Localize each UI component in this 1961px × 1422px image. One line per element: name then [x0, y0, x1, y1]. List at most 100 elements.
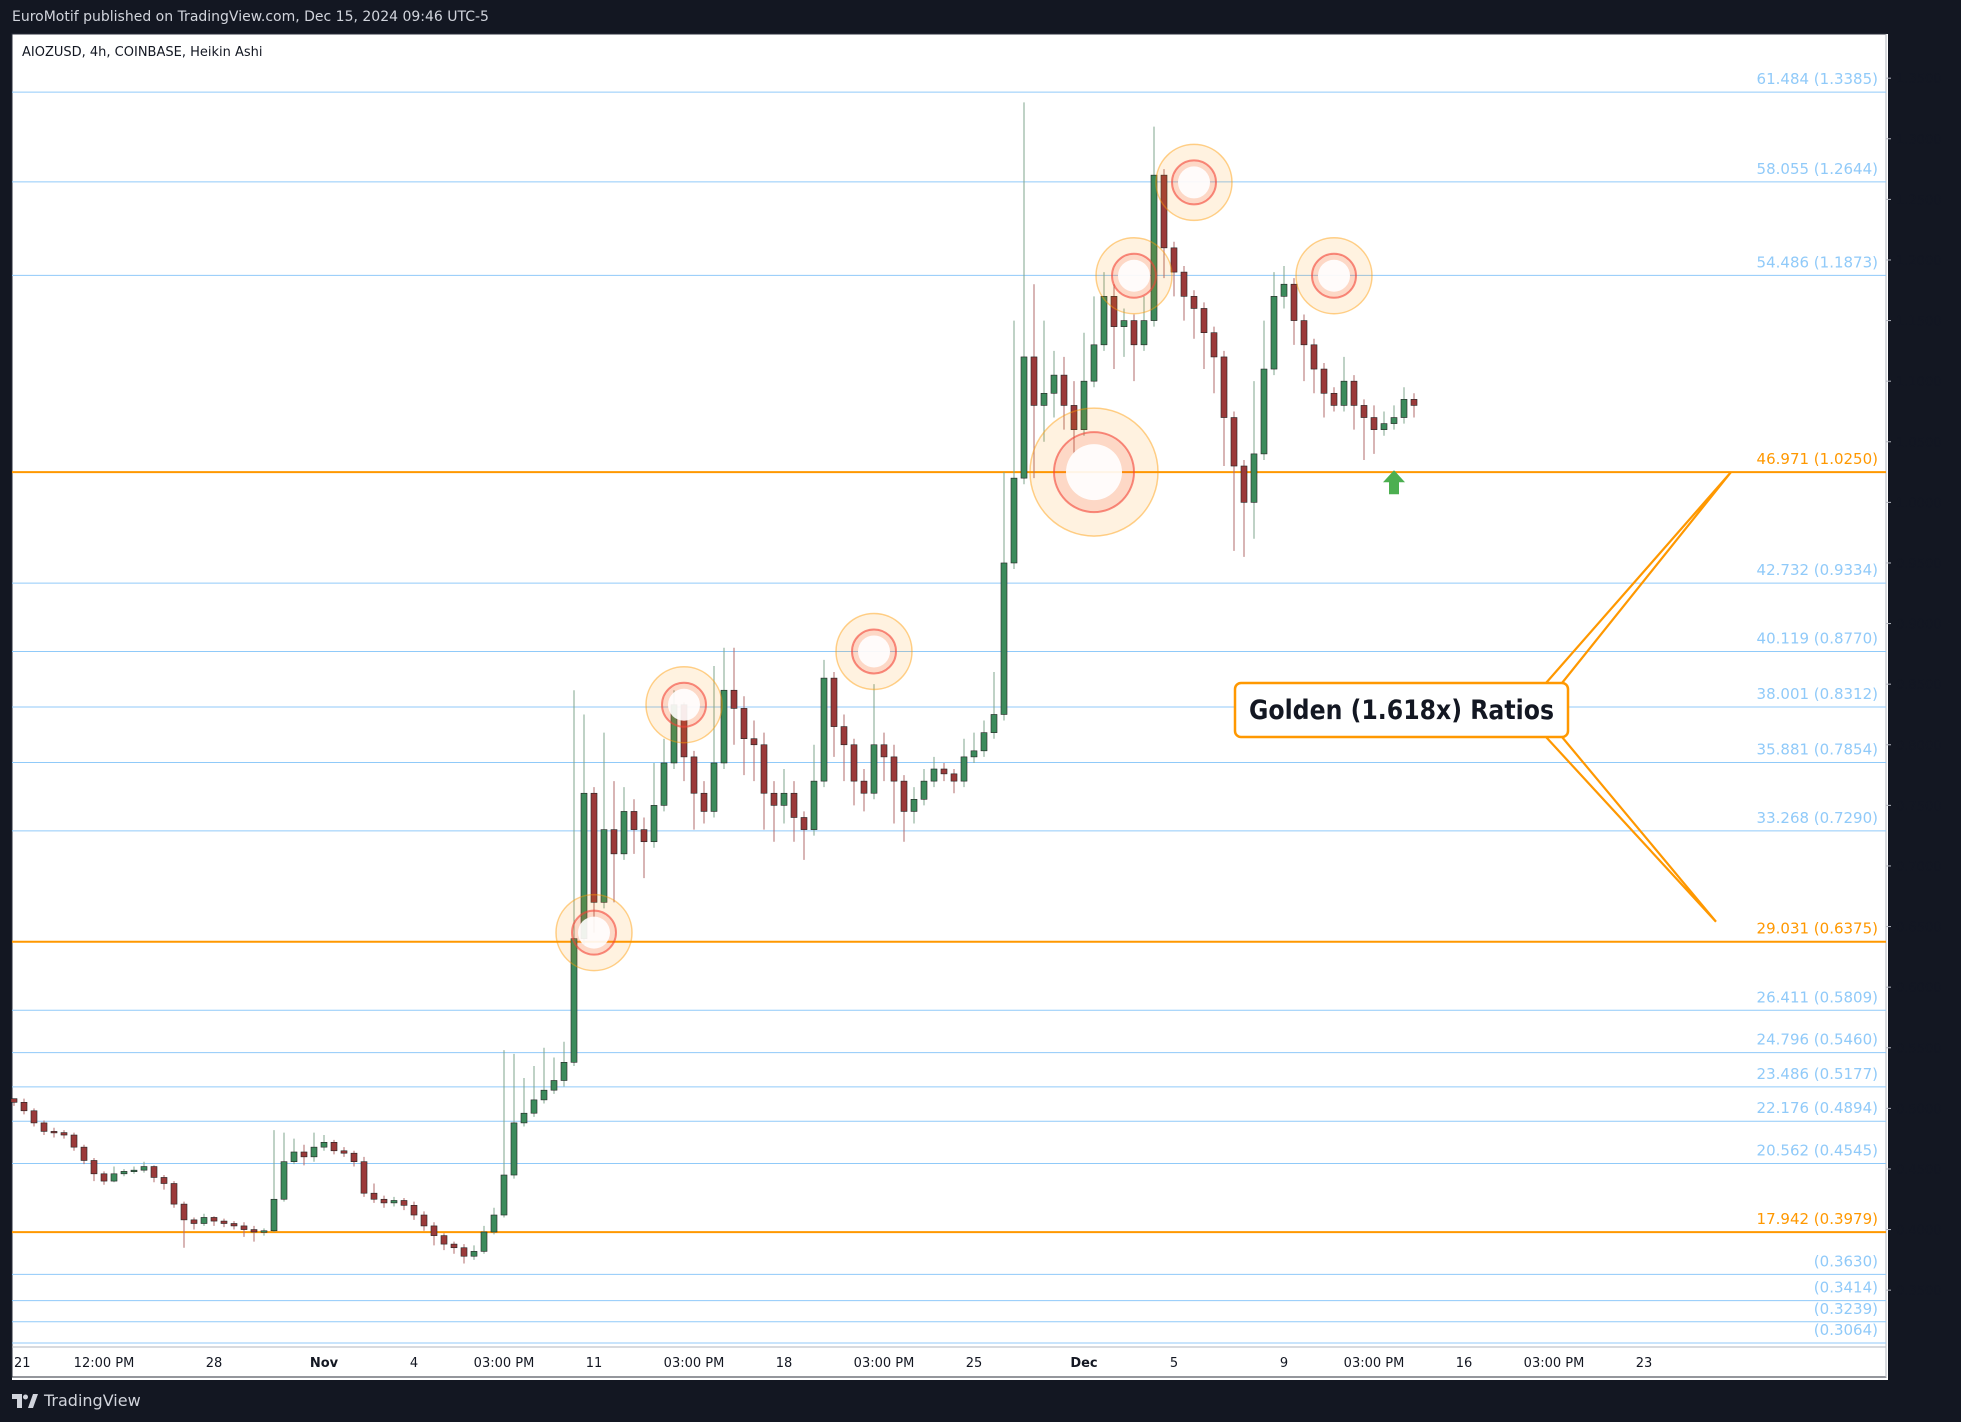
x-tick-label: 03:00 PM: [1344, 1356, 1405, 1371]
candle-body: [70, 1134, 78, 1148]
candle-body: [750, 738, 758, 746]
candle-body: [1340, 380, 1348, 406]
candle-body: [850, 744, 858, 782]
candle-body: [560, 1062, 568, 1081]
fib-level-label: 20.562 (0.4545): [1757, 1142, 1878, 1160]
candle-body: [450, 1243, 458, 1249]
y-tick-label: 0.9500: [1896, 557, 1942, 572]
candle-body: [300, 1151, 308, 1158]
candle-body: [10, 1098, 18, 1103]
candle-body: [1300, 320, 1308, 346]
candle-body: [470, 1251, 478, 1257]
y-tick-label: 0.4500: [1896, 1163, 1942, 1178]
candle-body: [790, 792, 798, 818]
candle-body: [1240, 465, 1248, 503]
highlight-circle-core: [1118, 259, 1150, 292]
candle-body: [1050, 374, 1058, 394]
x-tick-label: Nov: [310, 1356, 339, 1371]
candle-body: [1090, 344, 1098, 382]
fib-level-label: 42.732 (0.9334): [1757, 561, 1878, 579]
candle-body: [1260, 368, 1268, 455]
candle-body: [830, 677, 838, 727]
candle-body: [660, 762, 668, 806]
candle-body: [650, 805, 658, 843]
candle-body: [960, 756, 968, 782]
y-tick-label: 0.5500: [1896, 1042, 1942, 1057]
candle-body: [640, 829, 648, 843]
candle-body: [390, 1200, 398, 1204]
candle-body: [770, 792, 778, 806]
candle-body: [510, 1122, 518, 1176]
candle-body: [350, 1152, 358, 1162]
published-text: EuroMotif published on TradingView.com, …: [12, 9, 489, 25]
x-tick-label: 25: [966, 1356, 983, 1371]
y-tick-label: 1.0000: [1896, 496, 1942, 511]
y-tick-label: 0.6000: [1896, 981, 1942, 996]
candle-body: [490, 1214, 498, 1233]
candle-body: [210, 1217, 218, 1222]
published-header: EuroMotif published on TradingView.com, …: [0, 0, 1961, 34]
candle-body: [630, 811, 638, 830]
candle-body: [360, 1161, 368, 1194]
y-tick-label: 1.2500: [1896, 193, 1942, 208]
candle-body: [180, 1203, 188, 1221]
candle-body: [620, 811, 628, 855]
candle-body: [860, 780, 868, 794]
candle-body: [40, 1122, 48, 1132]
candle-body: [1390, 417, 1398, 424]
y-tick-label: 0.3500: [1896, 1284, 1942, 1299]
candle-body: [690, 756, 698, 794]
candle-body: [950, 773, 958, 782]
candle-body: [30, 1110, 38, 1124]
y-tick-label: 0.6500: [1896, 921, 1942, 936]
x-tick-label: 11: [586, 1356, 603, 1371]
candle-body: [940, 768, 948, 775]
fib-level-label: (0.3414): [1814, 1279, 1878, 1297]
x-tick-label: 03:00 PM: [1524, 1356, 1585, 1371]
candle-body: [1120, 320, 1128, 327]
candle-body: [460, 1247, 468, 1257]
candle-body: [1250, 453, 1258, 503]
fib-level-label: 26.411 (0.5809): [1757, 988, 1878, 1006]
candle-body: [500, 1174, 508, 1216]
symbol-label: AIOZUSD, 4h, COINBASE, Heikin Ashi: [22, 45, 263, 60]
callout-box: [1233, 681, 1570, 739]
x-tick-label: 5: [1170, 1356, 1178, 1371]
fib-level-label: 17.942 (0.3979): [1757, 1210, 1878, 1228]
candle-body: [310, 1146, 318, 1158]
callout-pointer-lower: [1545, 736, 1717, 923]
candle-body: [330, 1141, 338, 1152]
x-tick-label: 03:00 PM: [664, 1356, 725, 1371]
candle-body: [1360, 405, 1368, 418]
x-tick-label: 23: [1636, 1356, 1653, 1371]
candle-body: [410, 1205, 418, 1216]
candle-body: [1000, 562, 1008, 715]
candle-body: [60, 1132, 68, 1136]
candle-body: [1070, 405, 1078, 430]
price-chart[interactable]: AIOZUSD, 4h, COINBASE, Heikin Ashi 61.48…: [0, 0, 1961, 1380]
candles: [10, 102, 1418, 1264]
fib-level-label: (0.3239): [1814, 1300, 1878, 1318]
candle-body: [1200, 308, 1208, 333]
fib-level-label: 54.486 (1.1873): [1757, 253, 1878, 271]
candle-body: [730, 689, 738, 709]
candle-body: [290, 1151, 298, 1162]
candle-body: [540, 1089, 548, 1101]
candle-body: [1220, 356, 1228, 418]
candle-body: [1410, 399, 1418, 406]
candle-body: [1040, 392, 1048, 406]
fib-level-label: 61.484 (1.3385): [1757, 70, 1878, 88]
candle-body: [570, 938, 578, 1063]
candle-body: [1190, 296, 1198, 309]
y-tick-label: 0.8000: [1896, 739, 1942, 754]
candle-body: [870, 744, 878, 794]
candle-body: [710, 762, 718, 812]
y-tick-label: 1.1500: [1896, 315, 1942, 330]
y-tick-label: 1.1000: [1896, 375, 1942, 390]
highlight-circle-core: [668, 688, 700, 721]
candle-body: [990, 714, 998, 733]
candle-body: [600, 829, 608, 903]
y-tick-label: 1.3000: [1896, 133, 1942, 148]
highlight-circle-core: [1178, 166, 1210, 199]
fib-levels: 61.484 (1.3385) 58.055 (1.2644) 54.486 (1.…: [12, 70, 1886, 1344]
